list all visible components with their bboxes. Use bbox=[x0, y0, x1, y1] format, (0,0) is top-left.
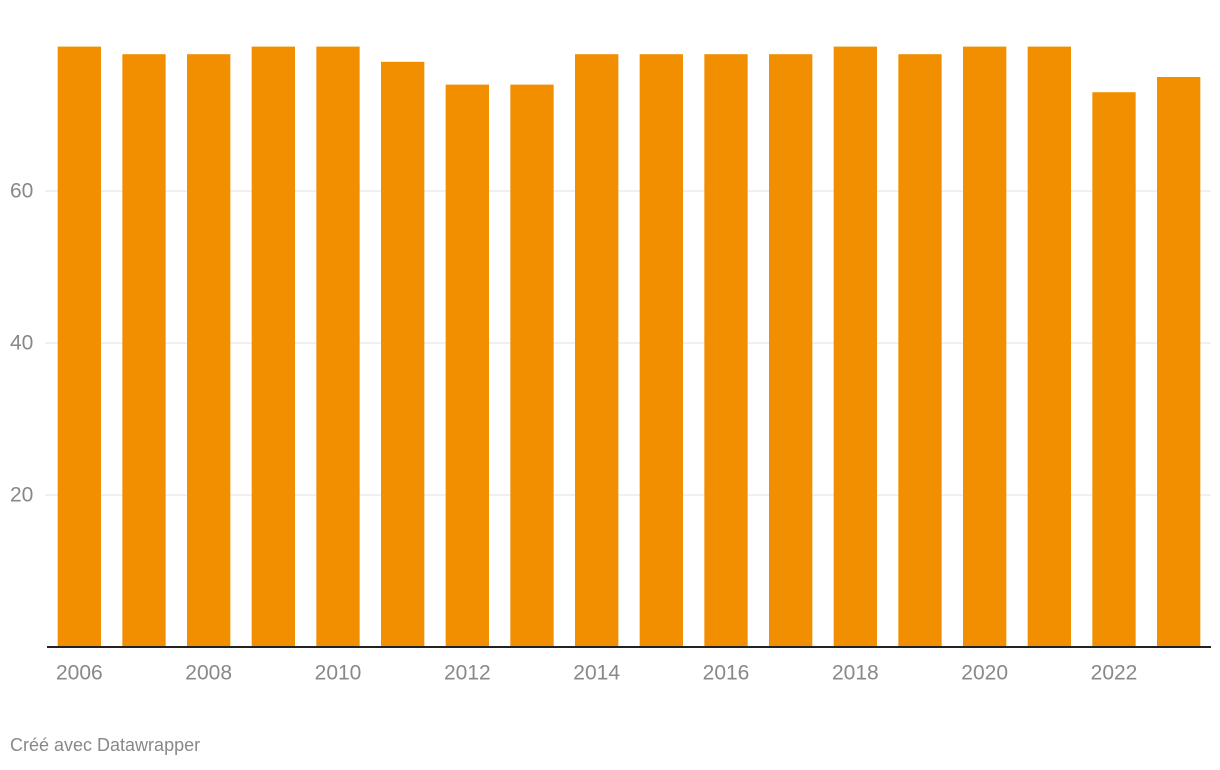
x-tick-label: 2014 bbox=[573, 662, 620, 685]
bar bbox=[639, 54, 683, 647]
x-tick-label: 2010 bbox=[315, 662, 362, 685]
x-tick-label: 2012 bbox=[444, 662, 491, 685]
x-tick-label: 2022 bbox=[1091, 662, 1138, 685]
y-tick-label: 40 bbox=[10, 332, 33, 355]
bar bbox=[57, 46, 101, 648]
bar bbox=[445, 84, 489, 648]
credit: Créé avec Datawrapper bbox=[10, 735, 200, 755]
bar bbox=[251, 46, 295, 648]
bar bbox=[704, 54, 748, 647]
bar bbox=[381, 61, 425, 648]
x-tick-label: 2006 bbox=[56, 662, 103, 685]
bar bbox=[769, 54, 813, 647]
bar bbox=[510, 84, 554, 648]
bar bbox=[1157, 77, 1201, 647]
x-tick-label: 2018 bbox=[832, 662, 879, 685]
bar bbox=[316, 46, 360, 648]
bar bbox=[122, 54, 166, 647]
y-tick-label: 60 bbox=[10, 180, 33, 203]
bar bbox=[833, 46, 877, 648]
bar bbox=[1092, 92, 1136, 647]
x-tick-label: 2020 bbox=[961, 662, 1008, 685]
x-tick-label: 2008 bbox=[185, 662, 232, 685]
bar bbox=[898, 54, 942, 647]
y-tick-label: 20 bbox=[10, 484, 33, 507]
bar bbox=[1027, 46, 1071, 648]
bar bbox=[187, 54, 231, 647]
bar bbox=[963, 46, 1007, 648]
x-tick-label: 2016 bbox=[703, 662, 750, 685]
bar bbox=[575, 54, 619, 647]
